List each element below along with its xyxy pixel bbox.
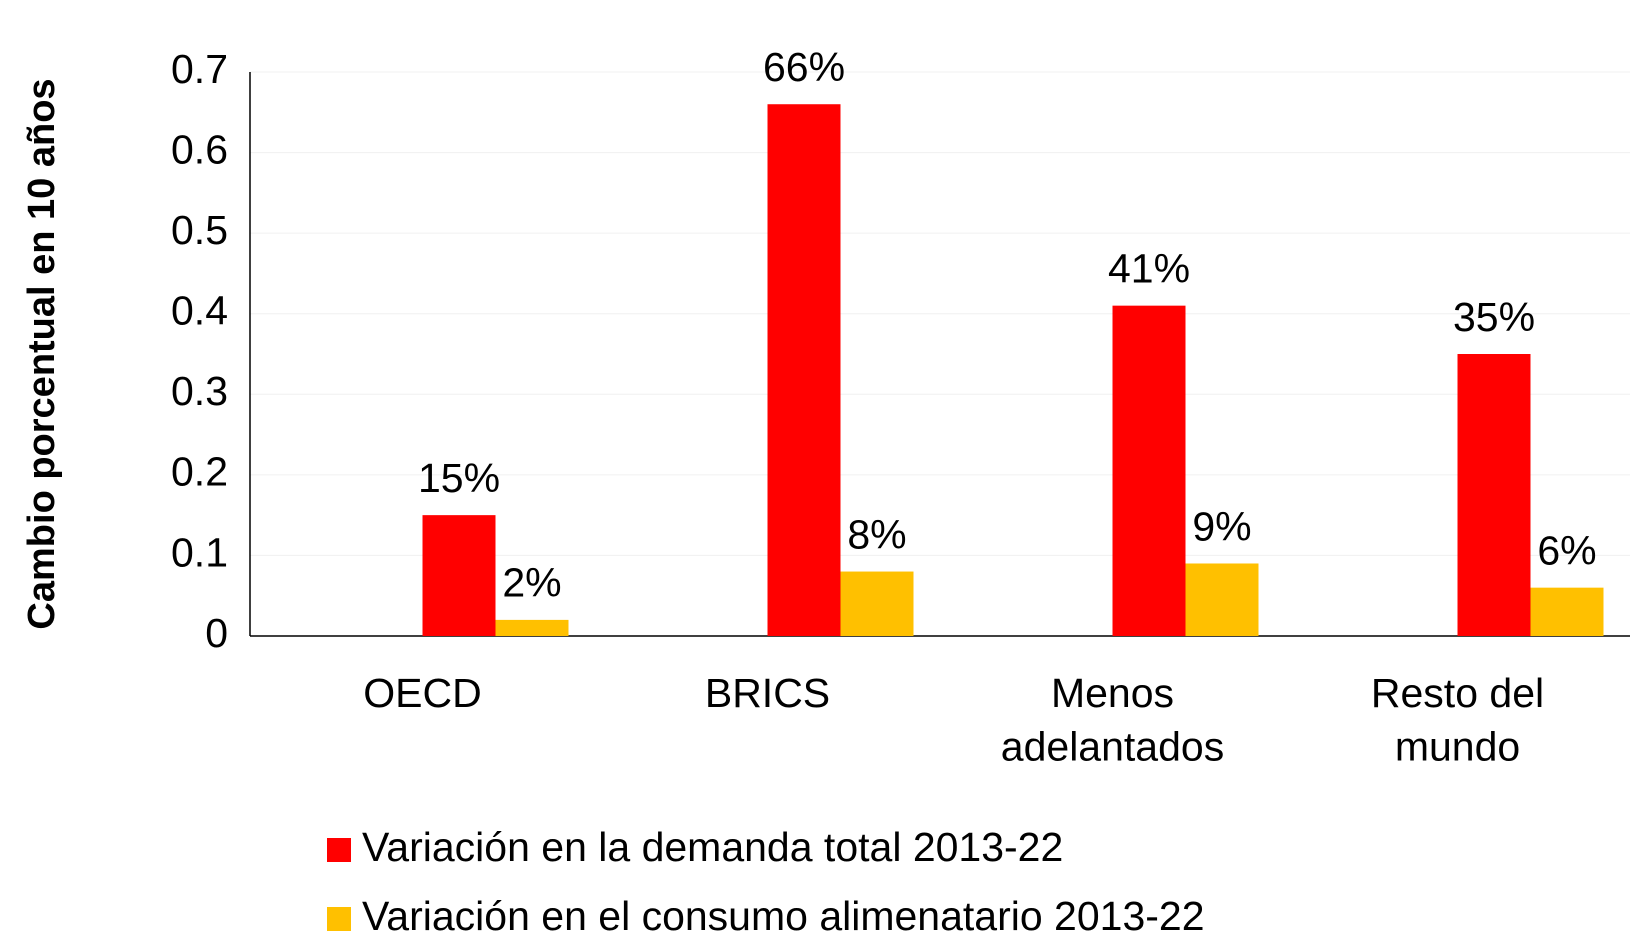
legend-swatch [327,838,351,862]
y-tick-label: 0.1 [171,529,228,575]
bar [1185,563,1259,636]
value-label: 41% [1108,245,1190,291]
bar [1530,587,1604,636]
bar [767,104,841,636]
y-tick-label: 0 [205,610,228,656]
y-tick-label: 0.6 [171,126,228,172]
y-tick-label: 0.7 [171,46,228,92]
bar [1112,305,1186,636]
legend-label: Variación en el consumo alimenatario 201… [362,893,1205,938]
x-tick-label: Resto del mundo [1371,670,1544,769]
value-label: 6% [1537,527,1596,573]
value-label: 15% [418,455,500,501]
legend-label: Variación en la demanda total 2013-22 [362,824,1063,870]
bar [840,571,914,636]
value-label: 2% [502,560,561,606]
value-label: 8% [847,511,906,557]
y-tick-label: 0.5 [171,207,228,253]
y-tick-label: 0.2 [171,449,228,495]
bar [495,619,569,636]
value-label: 66% [763,44,845,90]
y-tick-label: 0.4 [171,288,228,334]
bar [1457,354,1531,636]
y-tick-label: 0.3 [171,368,228,414]
value-label: 9% [1192,503,1251,549]
bar [422,515,496,636]
x-tick-label: OECD [363,670,481,716]
x-tick-label: BRICS [705,670,830,716]
value-label: 35% [1453,294,1535,340]
legend-swatch [327,907,351,931]
x-tick-label: Menos adelantados [1001,670,1224,769]
y-axis-title: Cambio porcentual en 10 años [21,78,63,629]
